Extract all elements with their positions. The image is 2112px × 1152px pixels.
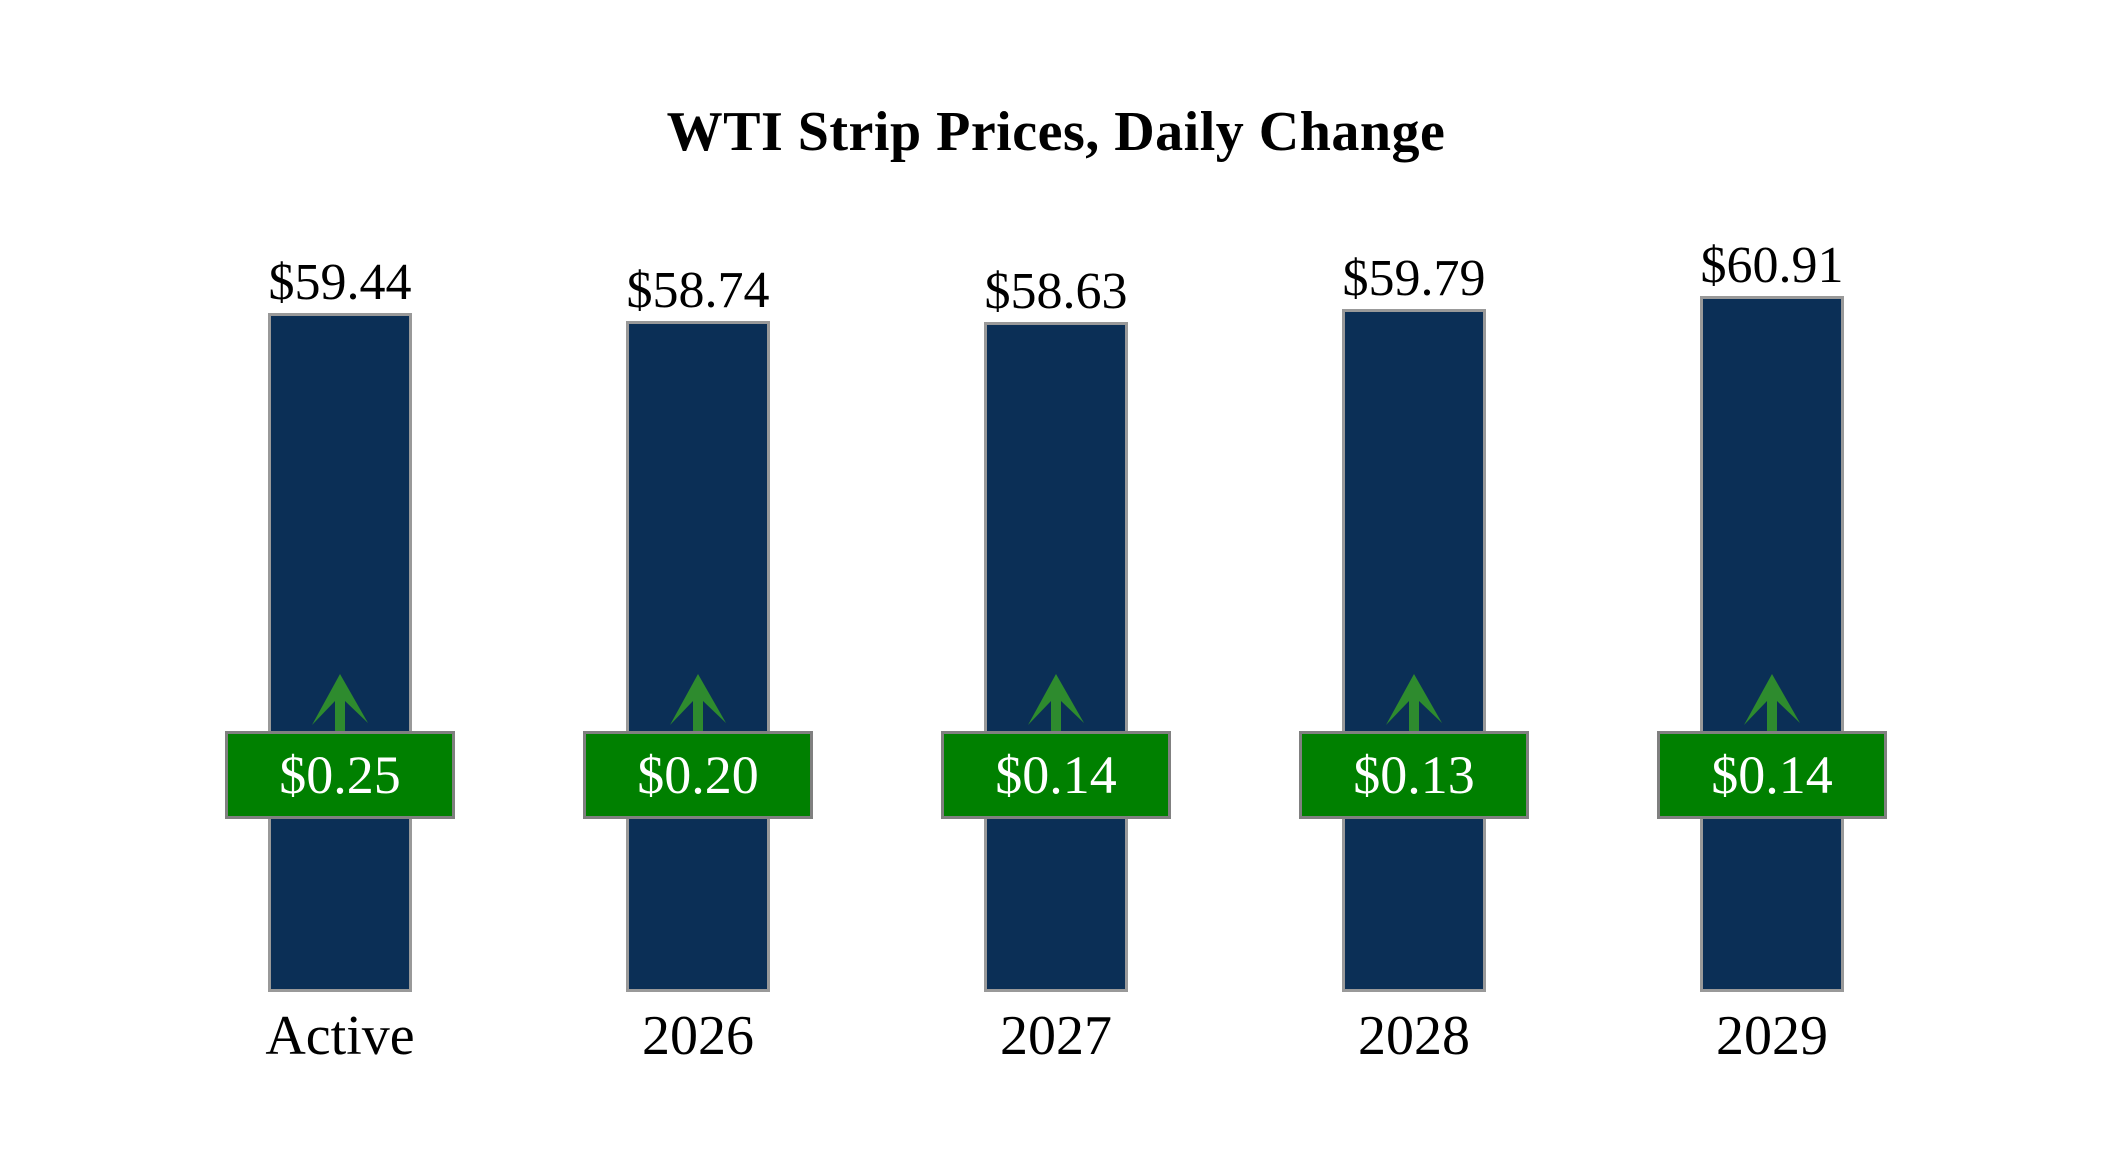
price-label: $60.91: [1700, 236, 1844, 294]
price-bar: [626, 321, 770, 992]
bar-group-2026: $58.74 $0.20 2026: [519, 0, 877, 1152]
category-label: 2028: [1358, 1005, 1470, 1067]
up-arrow-icon: [1027, 674, 1085, 731]
chart-title: WTI Strip Prices, Daily Change: [666, 101, 1446, 163]
category-label: Active: [265, 1005, 415, 1067]
price-bar: [1700, 296, 1844, 992]
price-label: $59.44: [268, 253, 412, 311]
daily-change-badge: $0.20: [583, 731, 813, 819]
up-arrow-icon: [669, 674, 727, 731]
category-label: 2029: [1716, 1005, 1828, 1067]
price-bar: [984, 322, 1128, 992]
price-bar: [268, 313, 412, 992]
price-bar: [1342, 309, 1486, 992]
daily-change-badge: $0.13: [1299, 731, 1529, 819]
bar-group-2028: $59.79 $0.13 2028: [1235, 0, 1593, 1152]
bar-group-active: $59.44 $0.25 Active: [161, 0, 519, 1152]
price-label: $59.79: [1342, 249, 1486, 307]
price-label: $58.74: [626, 261, 770, 319]
category-label: 2027: [1000, 1005, 1112, 1067]
daily-change-badge: $0.14: [941, 731, 1171, 819]
daily-change-badge: $0.25: [225, 731, 455, 819]
up-arrow-icon: [1385, 674, 1443, 731]
up-arrow-icon: [1743, 674, 1801, 731]
bar-group-2027: $58.63 $0.14 2027: [877, 0, 1235, 1152]
daily-change-badge: $0.14: [1657, 731, 1887, 819]
bar-columns: $59.44 $0.25 Active $58.74 $0.20 2026 $5…: [161, 0, 1951, 1152]
bar-group-2029: $60.91 $0.14 2029: [1593, 0, 1951, 1152]
price-label: $58.63: [984, 262, 1128, 320]
category-label: 2026: [642, 1005, 754, 1067]
up-arrow-icon: [311, 674, 369, 731]
